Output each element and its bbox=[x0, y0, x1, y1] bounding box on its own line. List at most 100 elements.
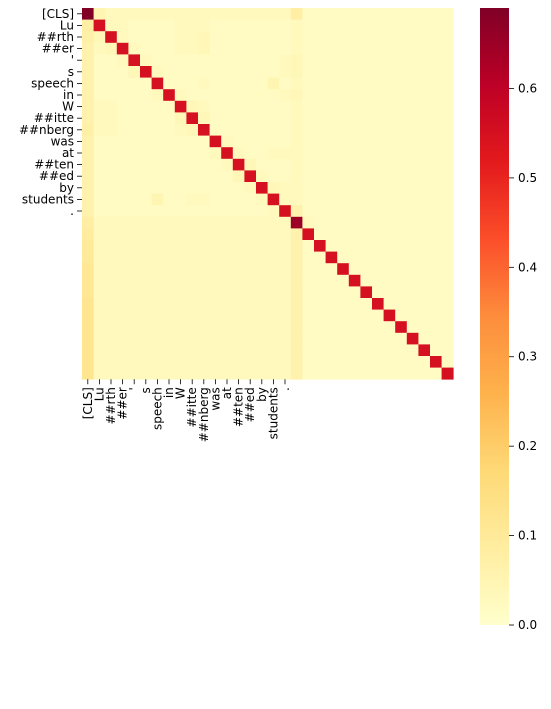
heatmap-cell bbox=[360, 298, 373, 310]
heatmap-cell bbox=[441, 309, 454, 322]
heatmap-cell bbox=[337, 356, 350, 368]
heatmap-cell bbox=[232, 170, 245, 183]
heatmap-cell bbox=[105, 19, 118, 32]
heatmap-cell bbox=[116, 170, 129, 183]
heatmap-cell bbox=[325, 298, 338, 310]
heatmap-cell bbox=[105, 367, 118, 380]
heatmap-cell bbox=[325, 158, 338, 171]
heatmap-cell bbox=[430, 240, 442, 252]
heatmap-cell bbox=[418, 356, 431, 368]
heatmap-cell bbox=[337, 216, 350, 229]
heatmap-cell bbox=[244, 158, 257, 171]
heatmap-cell bbox=[279, 89, 292, 102]
heatmap-cell bbox=[82, 77, 94, 90]
heatmap-cell bbox=[163, 356, 176, 368]
heatmap-cell bbox=[209, 135, 222, 148]
heatmap-cell bbox=[314, 367, 326, 380]
heatmap-cell bbox=[267, 263, 280, 276]
heatmap-cell bbox=[186, 77, 199, 90]
heatmap-cell bbox=[163, 42, 176, 55]
heatmap-cell bbox=[406, 124, 419, 136]
heatmap-cell bbox=[348, 286, 361, 299]
heatmap-cell bbox=[383, 344, 396, 357]
heatmap-cell bbox=[325, 332, 338, 345]
heatmap-cell bbox=[186, 89, 199, 102]
heatmap-cell bbox=[140, 182, 152, 194]
heatmap-cell bbox=[93, 240, 106, 252]
heatmap-cell bbox=[418, 298, 431, 310]
heatmap-cell bbox=[198, 228, 210, 241]
heatmap-cell bbox=[302, 182, 315, 194]
heatmap-cell bbox=[221, 240, 234, 252]
heatmap-cell bbox=[441, 193, 454, 206]
heatmap-cell bbox=[163, 54, 176, 67]
heatmap-cell bbox=[93, 89, 106, 102]
heatmap-cell bbox=[430, 332, 442, 345]
heatmap-cell bbox=[140, 321, 152, 334]
heatmap-cell bbox=[105, 147, 118, 160]
heatmap-cell bbox=[105, 135, 118, 148]
heatmap-cell bbox=[372, 356, 384, 368]
heatmap-cell bbox=[93, 42, 106, 55]
heatmap-cell bbox=[163, 240, 176, 252]
heatmap-cell bbox=[151, 147, 164, 160]
y-tick-label: ##ed bbox=[39, 169, 74, 183]
heatmap-cell bbox=[430, 263, 442, 276]
heatmap-cell bbox=[174, 19, 187, 32]
heatmap-cell bbox=[221, 356, 234, 368]
heatmap-cell bbox=[163, 31, 176, 44]
heatmap-cell bbox=[163, 66, 176, 78]
heatmap-cell bbox=[244, 135, 257, 148]
heatmap-cell bbox=[174, 100, 187, 113]
heatmap-cell bbox=[209, 344, 222, 357]
heatmap-cell bbox=[105, 298, 118, 310]
heatmap-cell bbox=[128, 356, 141, 368]
heatmap-cell bbox=[383, 124, 396, 136]
heatmap-cell bbox=[267, 251, 280, 264]
heatmap-cell bbox=[163, 124, 176, 136]
heatmap-cell bbox=[279, 263, 292, 276]
colorbar-tick-label: 0.4 bbox=[518, 260, 537, 274]
heatmap-cell bbox=[105, 344, 118, 357]
heatmap-cell bbox=[430, 135, 442, 148]
heatmap-cell bbox=[116, 298, 129, 310]
heatmap-cell bbox=[302, 263, 315, 276]
heatmap-cell bbox=[314, 182, 326, 194]
heatmap-cell bbox=[406, 298, 419, 310]
heatmap-cell bbox=[383, 170, 396, 183]
heatmap-cell bbox=[140, 170, 152, 183]
x-tick-label: ##itte bbox=[185, 387, 199, 427]
heatmap-cell bbox=[209, 100, 222, 113]
heatmap-cell bbox=[314, 216, 326, 229]
heatmap-cell bbox=[82, 356, 94, 368]
heatmap-cell bbox=[128, 240, 141, 252]
heatmap-cell bbox=[290, 170, 303, 183]
heatmap-cell bbox=[163, 182, 176, 194]
heatmap-cell bbox=[128, 216, 141, 229]
heatmap-cell bbox=[174, 158, 187, 171]
heatmap-cell bbox=[151, 135, 164, 148]
heatmap-cell bbox=[314, 100, 326, 113]
heatmap-cell bbox=[348, 135, 361, 148]
heatmap-cell bbox=[302, 309, 315, 322]
heatmap-cell bbox=[395, 321, 408, 334]
heatmap-cell bbox=[267, 298, 280, 310]
heatmap-cell bbox=[383, 356, 396, 368]
heatmap-cell bbox=[256, 193, 268, 206]
heatmap-cell bbox=[82, 31, 94, 44]
heatmap-cell bbox=[290, 124, 303, 136]
heatmap-cell bbox=[314, 286, 326, 299]
heatmap-cell bbox=[406, 228, 419, 241]
heatmap-cell bbox=[82, 274, 94, 287]
heatmap-cell bbox=[337, 309, 350, 322]
heatmap-cell bbox=[372, 66, 384, 78]
heatmap-cell bbox=[383, 158, 396, 171]
heatmap-cell bbox=[244, 31, 257, 44]
heatmap-cell bbox=[441, 112, 454, 125]
y-tick-label: W bbox=[62, 100, 74, 114]
heatmap-cell bbox=[82, 42, 94, 55]
heatmap-cell bbox=[151, 77, 164, 90]
heatmap-cell bbox=[372, 135, 384, 148]
heatmap-cell bbox=[198, 54, 210, 67]
heatmap-cell bbox=[279, 344, 292, 357]
